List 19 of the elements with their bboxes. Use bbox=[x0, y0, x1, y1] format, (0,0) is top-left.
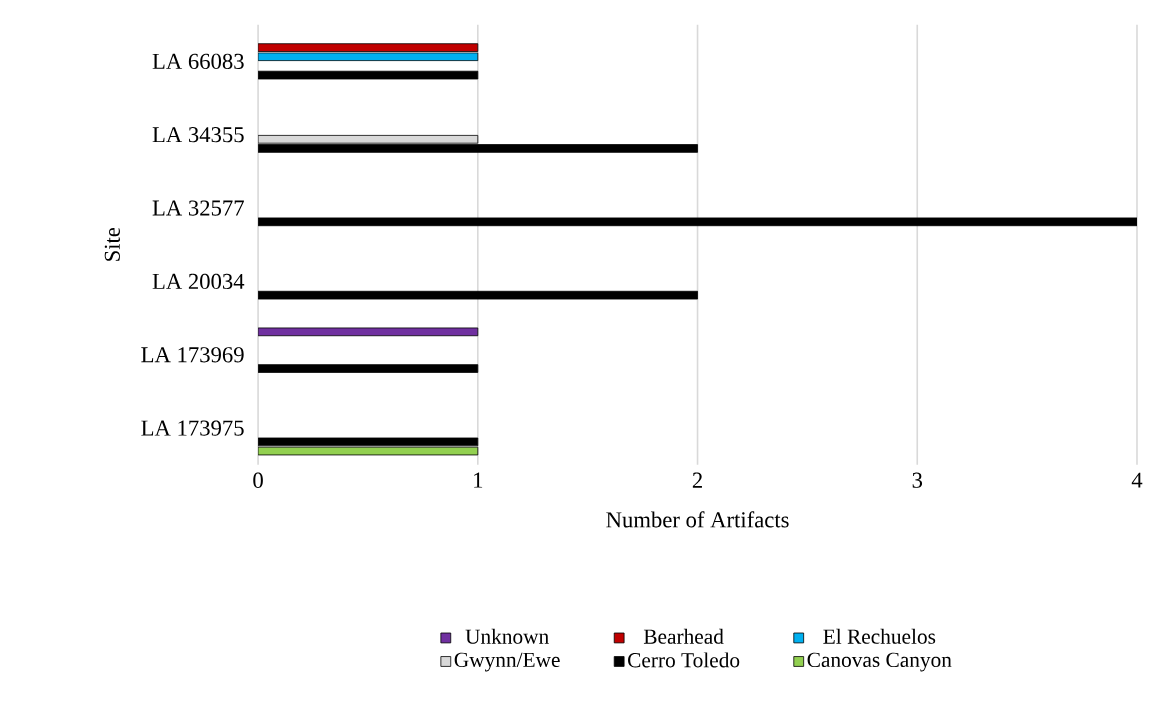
legend-label: El Rechuelos bbox=[823, 628, 936, 644]
x-tick-label: 3 bbox=[912, 472, 923, 488]
x-tick-label: 0 bbox=[253, 472, 263, 488]
legend-label: Unknown bbox=[465, 628, 549, 644]
legend-label: Cerro Toledo bbox=[628, 652, 740, 668]
legend-label: Canovas Canyon bbox=[807, 652, 952, 672]
y-tick-label: LA 173975 bbox=[141, 420, 244, 436]
y-axis-title: Site bbox=[104, 227, 120, 261]
legend-label: Bearhead bbox=[643, 628, 724, 644]
y-tick-label: LA 20034 bbox=[152, 273, 245, 290]
legend-label: Gwynn/Ewe bbox=[454, 652, 560, 672]
y-tick-label: LA 34355 bbox=[152, 127, 244, 143]
x-tick-label: 2 bbox=[692, 472, 702, 488]
x-tick-label: 4 bbox=[1131, 472, 1143, 488]
y-tick-label: LA 173969 bbox=[141, 347, 244, 363]
y-tick-label: LA 32577 bbox=[152, 200, 244, 216]
y-tick-label: LA 66083 bbox=[152, 53, 244, 70]
x-tick-label: 1 bbox=[474, 472, 483, 488]
x-axis-title: Number of Artifacts bbox=[606, 511, 789, 528]
